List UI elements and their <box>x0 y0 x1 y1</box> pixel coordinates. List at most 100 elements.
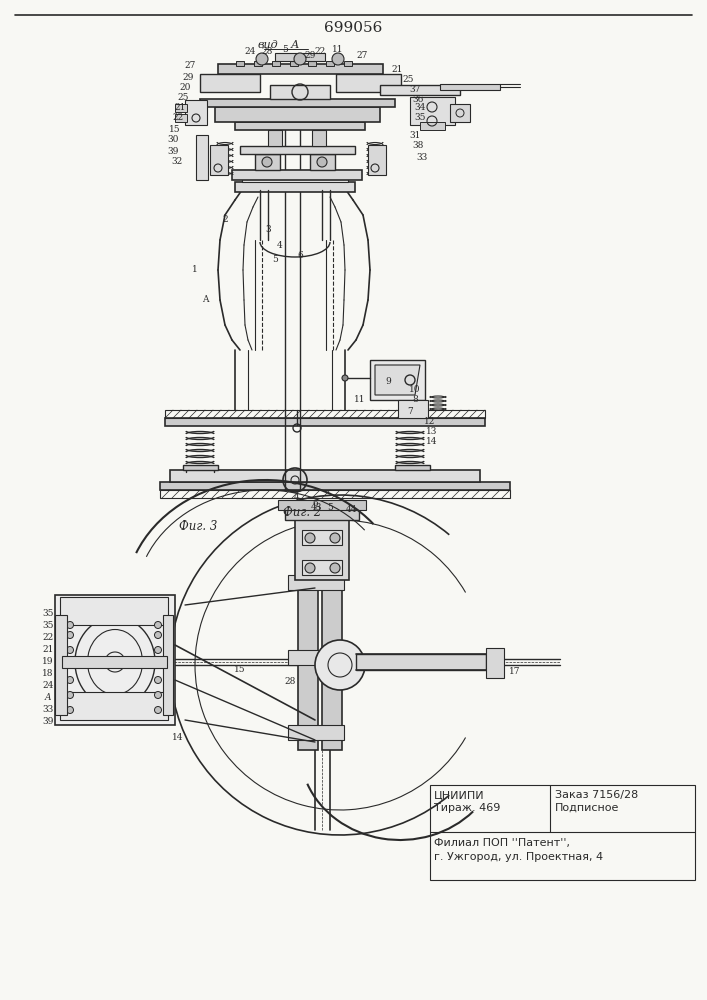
Text: 6: 6 <box>297 250 303 259</box>
Text: 29: 29 <box>304 51 316 60</box>
Bar <box>160 482 510 490</box>
Circle shape <box>155 647 161 654</box>
Text: 28: 28 <box>262 47 273 56</box>
Text: 15: 15 <box>169 125 181 134</box>
Text: 11: 11 <box>354 395 366 404</box>
Bar <box>60 692 168 720</box>
Text: 4: 4 <box>277 240 283 249</box>
Circle shape <box>317 157 327 167</box>
Text: 39: 39 <box>168 147 179 156</box>
Text: 19: 19 <box>42 658 54 666</box>
Circle shape <box>256 53 268 65</box>
Text: Заказ 7156/28: Заказ 7156/28 <box>555 790 638 800</box>
Text: 699056: 699056 <box>324 21 382 35</box>
Text: 9: 9 <box>385 377 391 386</box>
Bar <box>310 154 335 170</box>
Circle shape <box>66 647 74 654</box>
Text: 33: 33 <box>42 706 54 714</box>
Bar <box>370 360 425 400</box>
Text: А: А <box>291 40 299 50</box>
Bar <box>236 61 244 66</box>
Text: вид: вид <box>257 40 278 50</box>
Circle shape <box>66 621 74 629</box>
Bar <box>200 99 395 107</box>
Circle shape <box>66 662 74 668</box>
Circle shape <box>66 632 74 639</box>
Bar <box>295 520 349 580</box>
Text: 28: 28 <box>284 678 296 686</box>
Bar <box>55 595 175 725</box>
Bar <box>356 654 486 670</box>
Bar <box>430 785 695 880</box>
Bar <box>200 74 260 92</box>
Bar <box>290 61 298 66</box>
Text: 12: 12 <box>424 418 436 426</box>
Text: 39: 39 <box>42 718 54 726</box>
Bar <box>272 61 280 66</box>
Bar <box>440 84 500 90</box>
Text: 15: 15 <box>234 666 246 674</box>
Circle shape <box>342 375 348 381</box>
Text: 24: 24 <box>42 682 54 690</box>
Text: 43: 43 <box>310 504 322 512</box>
Bar <box>165 418 485 426</box>
Bar <box>55 615 67 715</box>
Bar <box>288 725 344 740</box>
Text: 27: 27 <box>185 60 196 70</box>
Text: 22: 22 <box>173 113 184 122</box>
Bar <box>60 597 168 625</box>
Text: 8: 8 <box>412 395 418 404</box>
Bar <box>175 104 187 112</box>
Bar <box>326 61 334 66</box>
Circle shape <box>330 533 340 543</box>
Circle shape <box>155 692 161 698</box>
Bar <box>336 74 401 92</box>
Circle shape <box>110 657 120 667</box>
Text: ЦНИИПИ: ЦНИИПИ <box>434 790 484 800</box>
Circle shape <box>262 157 272 167</box>
Text: 7: 7 <box>407 408 413 416</box>
Circle shape <box>305 563 315 573</box>
Text: 33: 33 <box>416 152 428 161</box>
Bar <box>288 575 344 590</box>
Polygon shape <box>375 365 420 395</box>
Text: 10: 10 <box>409 385 421 394</box>
Text: г. Ужгород, ул. Проектная, 4: г. Ужгород, ул. Проектная, 4 <box>434 852 603 862</box>
Text: 35: 35 <box>42 621 54 631</box>
Text: 5: 5 <box>272 255 278 264</box>
Bar <box>196 135 208 180</box>
Bar <box>450 104 470 122</box>
Text: A: A <box>45 694 51 702</box>
Circle shape <box>66 692 74 698</box>
Text: 20: 20 <box>180 84 191 93</box>
Text: 25: 25 <box>402 76 414 85</box>
Circle shape <box>155 621 161 629</box>
Bar <box>368 145 386 175</box>
Text: 2: 2 <box>222 216 228 225</box>
Text: 4: 4 <box>294 493 300 502</box>
Bar <box>278 500 366 510</box>
Text: 27: 27 <box>356 51 368 60</box>
Bar <box>210 145 228 175</box>
Bar <box>285 508 359 520</box>
Circle shape <box>294 53 306 65</box>
Text: A: A <box>201 296 209 304</box>
Bar <box>380 85 460 95</box>
Bar <box>215 107 380 122</box>
Bar <box>322 520 342 750</box>
Bar <box>170 470 480 482</box>
Bar <box>175 114 187 122</box>
Text: 38: 38 <box>412 140 423 149</box>
Circle shape <box>330 563 340 573</box>
Text: 25: 25 <box>177 94 189 103</box>
Text: 22: 22 <box>42 634 54 643</box>
Bar <box>62 656 167 668</box>
Text: 21: 21 <box>391 66 403 75</box>
Text: 17: 17 <box>509 668 521 676</box>
Bar <box>302 560 342 575</box>
Bar <box>312 130 326 146</box>
Text: 21: 21 <box>42 646 54 654</box>
Bar <box>308 61 316 66</box>
Circle shape <box>155 706 161 714</box>
Text: 5: 5 <box>327 504 333 512</box>
